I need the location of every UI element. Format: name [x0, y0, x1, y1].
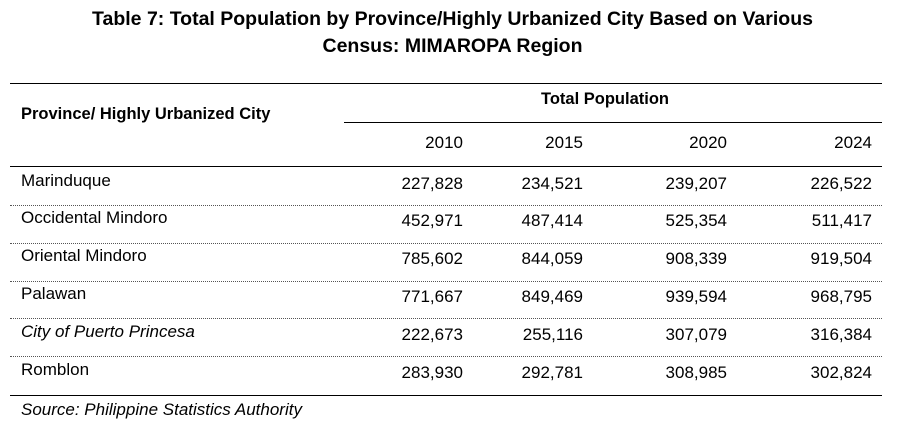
table-cell: 255,116 — [522, 325, 583, 344]
table-cell: 844,059 — [521, 249, 583, 268]
table-title: Table 7: Total Population by Province/Hi… — [0, 6, 905, 60]
row-divider — [10, 281, 882, 282]
row-header: Province/ Highly Urbanized City — [21, 105, 271, 123]
table-cell: 222,673 — [401, 325, 463, 344]
year-header: 2024 — [834, 133, 872, 152]
table-cell: 283,930 — [401, 363, 463, 382]
table-cell: 939,594 — [665, 287, 727, 306]
year-header: 2010 — [425, 133, 463, 152]
table-cell: 227,828 — [401, 174, 463, 193]
table-cell: 968,795 — [810, 287, 872, 306]
table-cell: 908,339 — [665, 249, 727, 268]
table-cell: 771,667 — [401, 287, 463, 306]
table-cell: 511,417 — [811, 211, 872, 230]
row-label: Occidental Mindoro — [21, 208, 168, 227]
table-cell: 452,971 — [401, 211, 463, 230]
header-bottom-rule — [10, 166, 882, 167]
row-divider — [10, 356, 882, 357]
table-title-line-2: Census: MIMAROPA Region — [322, 35, 583, 57]
table-bottom-rule — [10, 395, 882, 396]
row-divider — [10, 205, 882, 206]
year-header: 2020 — [689, 133, 727, 152]
row-label: City of Puerto Princesa — [21, 322, 195, 341]
row-label: Oriental Mindoro — [21, 246, 147, 265]
row-label: Romblon — [21, 360, 90, 379]
table-cell: 525,354 — [665, 211, 727, 230]
table-title-line-1: Table 7: Total Population by Province/Hi… — [92, 8, 813, 30]
row-divider — [10, 243, 882, 244]
row-divider — [10, 318, 882, 319]
table-cell: 316,384 — [810, 325, 872, 344]
table-cell: 849,469 — [521, 287, 583, 306]
table-cell: 302,824 — [810, 363, 872, 382]
table-top-rule — [10, 83, 882, 84]
table-cell: 785,602 — [401, 249, 463, 268]
table-cell: 487,414 — [521, 211, 583, 230]
year-header: 2015 — [545, 133, 583, 152]
table-cell: 308,985 — [665, 363, 727, 382]
table-cell: 239,207 — [665, 174, 727, 193]
group-header-rule — [344, 122, 882, 123]
table-cell: 292,781 — [521, 363, 583, 382]
table-cell: 234,521 — [521, 174, 583, 193]
row-label: Palawan — [21, 284, 87, 303]
table-cell: 226,522 — [810, 174, 872, 193]
table-cell: 307,079 — [665, 325, 727, 344]
table-cell: 919,504 — [810, 249, 872, 268]
row-label: Marinduque — [21, 171, 111, 190]
source-note: Source: Philippine Statistics Authority — [21, 400, 302, 419]
group-header: Total Population — [541, 90, 670, 108]
